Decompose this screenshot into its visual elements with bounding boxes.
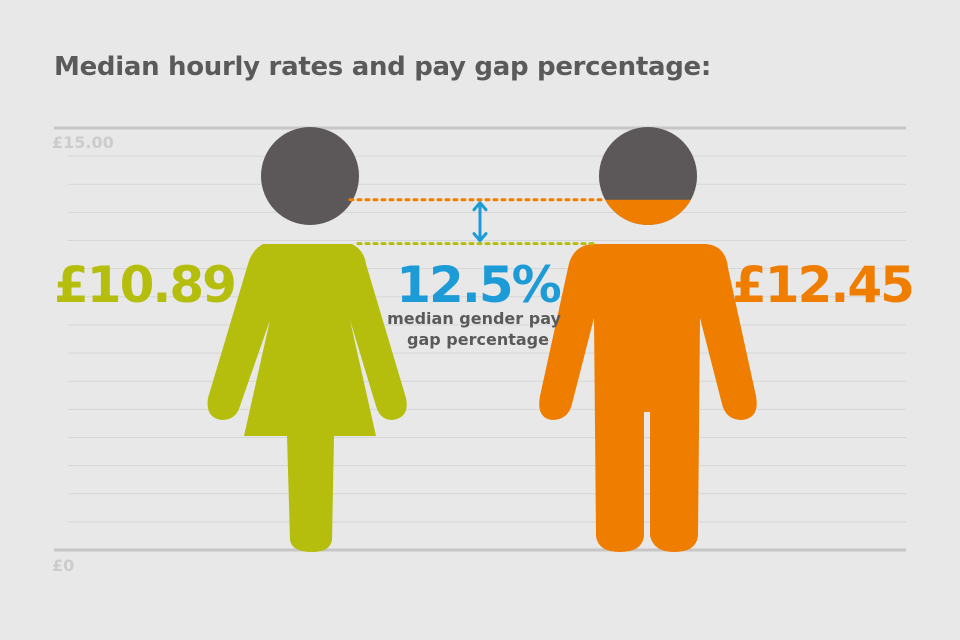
- y-tick-label-min: £0: [52, 556, 74, 575]
- chart-title: Median hourly rates and pay gap percenta…: [54, 52, 711, 82]
- female-body: [207, 244, 407, 552]
- female-head: [261, 127, 359, 225]
- female-value-label: £10.89: [54, 256, 235, 314]
- male-head-fill: [605, 199, 691, 225]
- male-body: [539, 244, 757, 552]
- gap-percent-label: 12.5%: [396, 256, 560, 314]
- male-value-label: £12.45: [732, 256, 913, 314]
- y-tick-label-max: £15.00: [52, 133, 114, 152]
- gap-caption-line-2: gap percentage: [407, 330, 549, 349]
- male-figure: [539, 127, 757, 552]
- gap-arrow-icon: [472, 201, 488, 243]
- gridlines: [54, 126, 906, 552]
- gap-caption-line-1: median gender pay: [387, 309, 561, 328]
- female-figure: [207, 127, 407, 552]
